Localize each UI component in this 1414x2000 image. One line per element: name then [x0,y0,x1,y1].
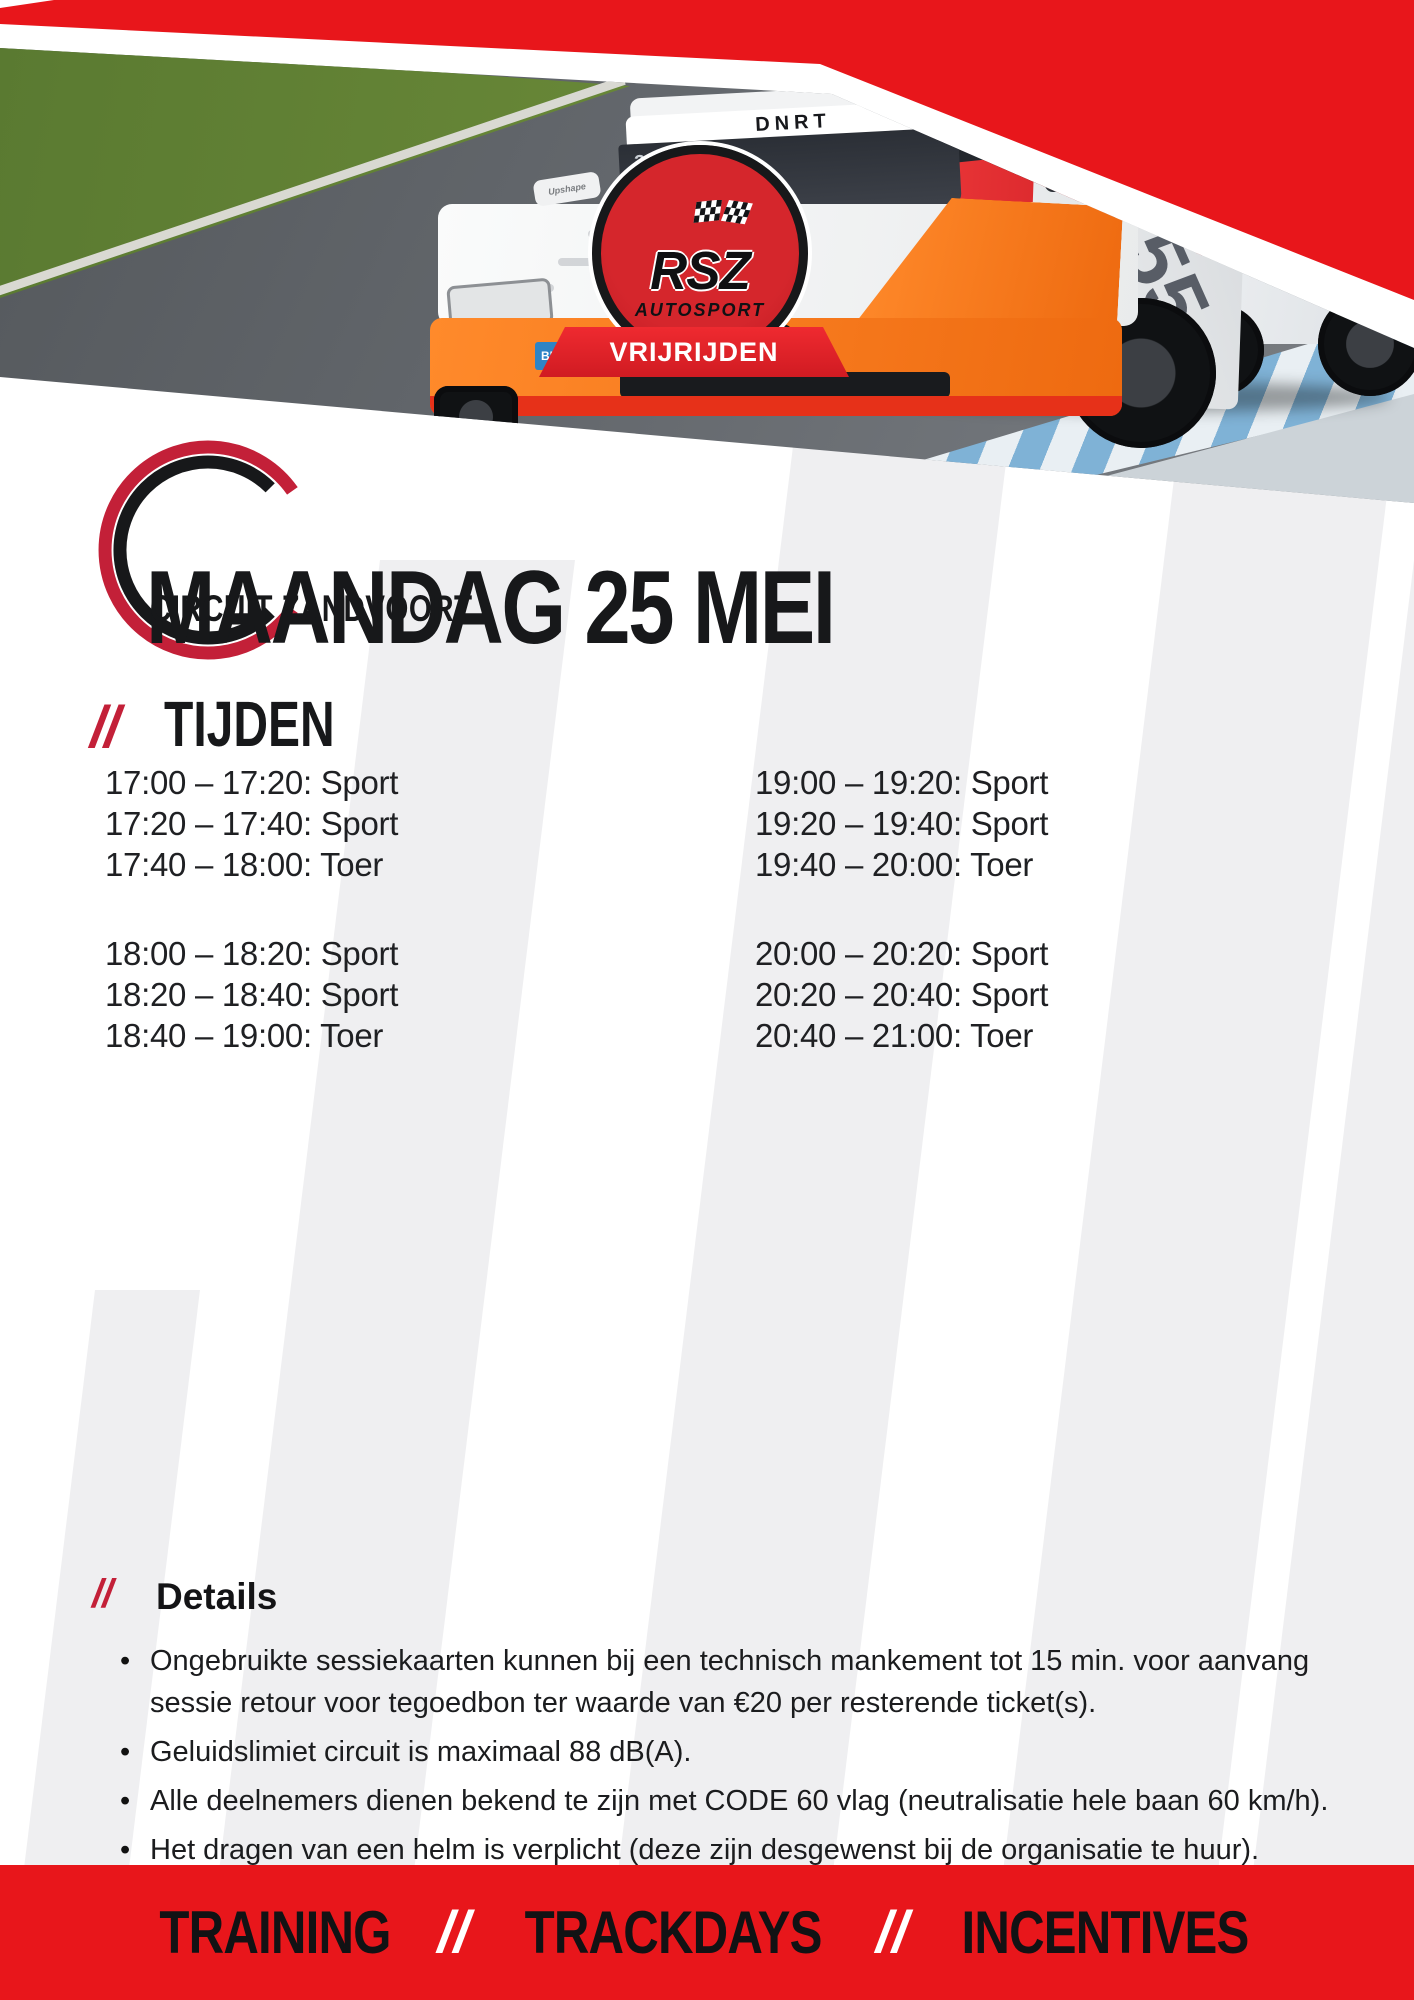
detail-bullet: Alle deelnemers dienen bekend te zijn me… [118,1780,1353,1822]
time-block: 18:00 – 18:20: Sport 18:20 – 18:40: Spor… [105,933,398,1056]
slash-icon: // [90,695,120,760]
car1-mirror-text: Upshape [547,181,587,197]
car1-banner-text: DNRT [754,109,832,136]
detail-bullet: Ongebruikte sessiekaarten kunnen bij een… [118,1640,1353,1724]
car1-left-wheel [434,386,518,448]
time-column-left: 17:00 – 17:20: Sport 17:20 – 17:40: Spor… [105,762,398,1056]
time-block: 19:00 – 19:20: Sport 19:20 – 19:40: Spor… [755,762,1048,885]
page-title: MAANDAG 25 MEI [146,549,836,666]
time-row: 17:20 – 17:40: Sport [105,805,399,842]
badge-brand-text: RSZ [650,241,751,301]
section-heading-tijden: TIJDEN [164,688,335,760]
time-block: 17:00 – 17:20: Sport 17:20 – 17:40: Spor… [105,762,398,885]
vrijrijden-ribbon: VRIJRIJDEN [539,327,849,377]
time-row: 19:40 – 20:00: Toer [755,846,1034,883]
time-column-right: 19:00 – 19:20: Sport 19:20 – 19:40: Spor… [755,762,1048,1056]
detail-bullet: Het dragen van een helm is verplicht (de… [118,1829,1353,1871]
circle-arc-logo [98,440,298,660]
time-row: 18:20 – 18:40: Sport [105,976,399,1013]
page-subtitle: CIRCUIT ZANDVOORT [150,588,473,629]
time-row: 18:40 – 19:00: Toer [105,1017,384,1054]
car1-mirror: Upshape [532,170,602,208]
time-row: 18:00 – 18:20: Sport [105,935,399,972]
time-row: 17:40 – 18:00: Toer [105,846,384,883]
detail-bullet: Geluidslimiet circuit is maximaal 88 dB(… [118,1731,1353,1773]
section-heading-details: Details [156,1576,278,1617]
details-bullet-list: Ongebruikte sessiekaarten kunnen bij een… [118,1640,1353,1878]
time-block: 20:00 – 20:20: Sport 20:20 – 20:40: Spor… [755,933,1048,1056]
time-row: 19:00 – 19:20: Sport [755,764,1049,801]
time-row: 17:00 – 17:20: Sport [105,764,399,801]
ribbon-text: VRIJRIJDEN [609,336,779,367]
slash-separator-icon: // [437,1900,470,1965]
slash-separator-icon: // [876,1900,909,1965]
badge-sub-text: AUTOSPORT [634,300,766,320]
slash-icon: // [92,1572,113,1616]
footer-item: INCENTIVES [961,1899,1250,1966]
time-row: 20:40 – 21:00: Toer [755,1017,1034,1054]
car2-rear-wheel [1318,292,1414,396]
time-row: 20:00 – 20:20: Sport [755,935,1049,972]
time-row: 20:20 – 20:40: Sport [755,976,1049,1013]
car1-bumper-lip [430,396,1122,416]
footer-item: TRACKDAYS [524,1899,822,1966]
time-row: 19:20 – 19:40: Sport [755,805,1049,842]
footer-banner: TRAINING // TRACKDAYS // INCENTIVES [0,1865,1414,2000]
checkered-flag-icon [693,200,753,225]
footer-item: TRAINING [159,1899,391,1966]
